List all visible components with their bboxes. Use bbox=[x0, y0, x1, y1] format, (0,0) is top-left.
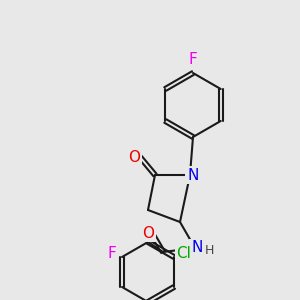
Text: O: O bbox=[128, 149, 140, 164]
Text: N: N bbox=[187, 167, 199, 182]
Text: O: O bbox=[142, 226, 154, 241]
Text: F: F bbox=[108, 247, 116, 262]
Text: F: F bbox=[189, 52, 197, 67]
Text: Cl: Cl bbox=[176, 247, 191, 262]
Text: N: N bbox=[191, 241, 203, 256]
Text: H: H bbox=[204, 244, 214, 256]
